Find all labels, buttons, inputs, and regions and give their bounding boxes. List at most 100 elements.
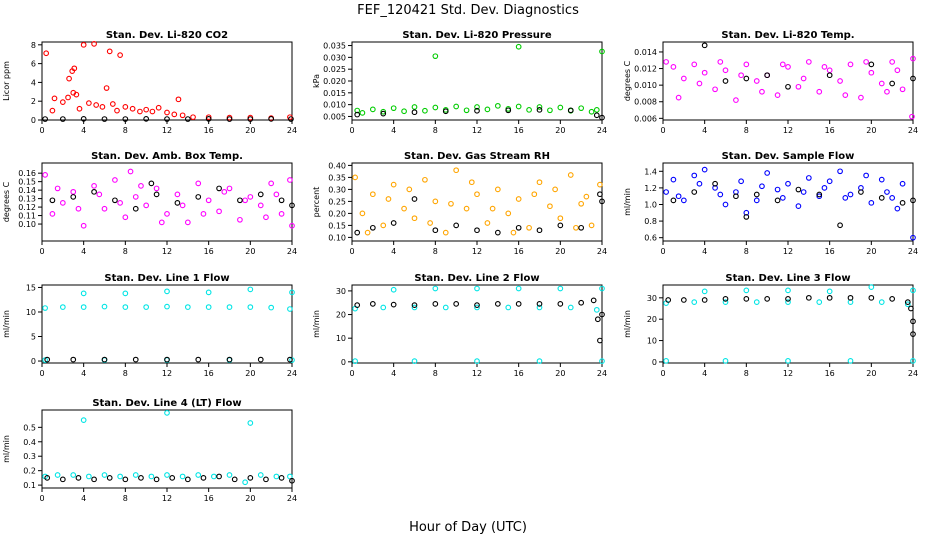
data-point <box>675 94 682 101</box>
data-point <box>390 220 397 226</box>
y-tick-label: 10 <box>647 337 657 346</box>
data-point <box>474 302 480 308</box>
data-point <box>164 356 170 363</box>
data-point <box>826 72 833 79</box>
data-point <box>103 85 110 91</box>
x-tick-label: 16 <box>825 369 835 378</box>
data-point <box>101 472 108 478</box>
data-point <box>411 109 418 116</box>
data-point <box>599 285 605 292</box>
data-point <box>237 197 243 204</box>
x-tick-label: 4 <box>81 494 86 503</box>
x-tick-label: 20 <box>555 247 565 256</box>
y-tick-label: 20 <box>336 311 346 320</box>
x-tick-label: 24 <box>597 369 607 378</box>
y-tick-label: 0.8 <box>644 217 657 226</box>
data-point <box>453 222 460 229</box>
y-tick-label: 0.25 <box>328 197 346 206</box>
data-point <box>257 356 264 363</box>
data-point <box>597 337 603 344</box>
data-point <box>847 358 854 364</box>
data-point <box>179 112 186 119</box>
x-tick-label: 12 <box>472 126 482 135</box>
x-tick-label: 4 <box>81 126 86 135</box>
data-point <box>101 205 108 212</box>
x-tick-label: 20 <box>555 126 565 135</box>
data-point <box>226 356 233 363</box>
data-point <box>42 116 48 122</box>
x-tick-label: 16 <box>204 494 214 503</box>
y-tick-label: 0.1 <box>23 481 36 490</box>
data-point <box>216 185 222 192</box>
y-tick-label: 0.010 <box>323 101 346 110</box>
data-point <box>889 195 896 201</box>
data-point <box>117 473 123 480</box>
data-point <box>411 196 418 202</box>
data-point <box>273 191 280 198</box>
data-point <box>515 196 522 202</box>
data-point <box>216 473 222 480</box>
y-tick-label: 0.025 <box>323 65 346 74</box>
data-point <box>733 193 739 200</box>
data-point <box>759 183 765 190</box>
data-point <box>691 299 698 305</box>
data-point <box>753 197 760 204</box>
x-tick-label: 4 <box>81 369 86 378</box>
x-tick-label: 24 <box>597 247 607 256</box>
plot-frame <box>351 284 603 364</box>
y-tick-label: 0.6 <box>644 234 657 243</box>
x-tick-label: 24 <box>908 369 918 378</box>
data-point <box>247 286 254 293</box>
data-point <box>422 107 428 114</box>
data-point <box>164 116 170 122</box>
x-tick-label: 8 <box>744 369 749 378</box>
x-tick-label: 8 <box>433 247 438 256</box>
data-point <box>268 304 275 311</box>
data-point <box>242 197 248 204</box>
data-point <box>484 106 491 113</box>
data-point <box>847 191 854 198</box>
data-point <box>174 191 181 198</box>
y-tick-label: 0.40 <box>328 161 346 170</box>
y-tick-label: 0.15 <box>18 178 36 187</box>
data-point <box>910 358 916 364</box>
data-point <box>489 205 496 212</box>
data-point <box>505 210 512 217</box>
y-tick-label: 0.20 <box>328 209 346 218</box>
data-point <box>764 170 771 176</box>
panel-title: Stan. Dev. Li-820 Temp. <box>721 30 854 41</box>
x-tick-label: 8 <box>744 247 749 256</box>
data-point <box>80 222 87 229</box>
data-point <box>909 113 915 120</box>
data-point <box>597 191 603 198</box>
data-point <box>59 304 66 310</box>
plot-frame <box>662 162 914 242</box>
data-point <box>184 476 191 483</box>
data-point <box>899 199 906 206</box>
y-tick-label: 0.010 <box>634 81 657 90</box>
data-point <box>557 222 564 229</box>
data-point <box>474 285 480 292</box>
data-point <box>96 191 103 198</box>
x-tick-label: 20 <box>245 247 255 256</box>
data-point <box>453 103 460 110</box>
data-point <box>101 116 108 122</box>
data-point <box>287 356 293 363</box>
data-point <box>505 304 512 311</box>
data-point <box>101 303 108 310</box>
data-point <box>599 48 605 55</box>
x-tick-label: 12 <box>162 494 172 503</box>
data-point <box>49 107 56 114</box>
data-point <box>665 297 672 303</box>
data-point <box>764 296 771 302</box>
data-point <box>889 59 896 65</box>
x-tick-label: 4 <box>702 126 707 135</box>
data-point <box>593 112 600 119</box>
data-point <box>164 211 170 217</box>
x-tick-label: 16 <box>204 369 214 378</box>
x-tick-label: 12 <box>162 369 172 378</box>
y-tick-label: 0 <box>652 358 657 367</box>
data-point <box>785 180 791 187</box>
data-point <box>712 86 718 93</box>
